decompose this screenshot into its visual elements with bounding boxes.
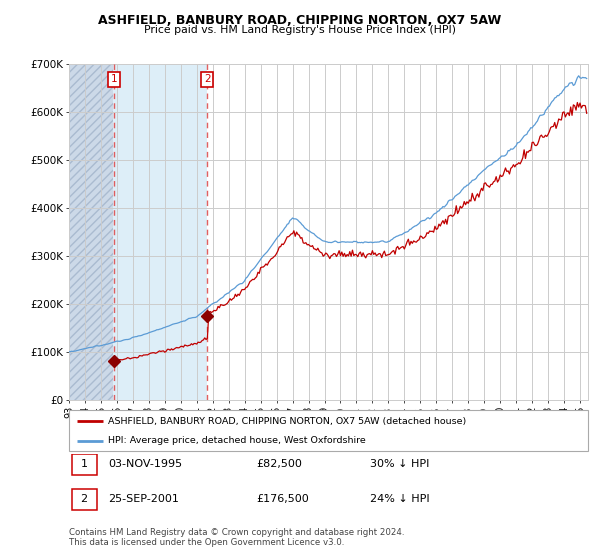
Text: 2: 2 [204,74,211,85]
Text: 30% ↓ HPI: 30% ↓ HPI [370,459,430,469]
Text: £176,500: £176,500 [256,494,308,504]
Text: 03-NOV-1995: 03-NOV-1995 [108,459,182,469]
Text: £82,500: £82,500 [256,459,302,469]
Text: 1: 1 [111,74,118,85]
Text: Contains HM Land Registry data © Crown copyright and database right 2024.
This d: Contains HM Land Registry data © Crown c… [69,528,404,547]
Text: 24% ↓ HPI: 24% ↓ HPI [370,494,430,504]
FancyBboxPatch shape [71,454,97,475]
Text: ASHFIELD, BANBURY ROAD, CHIPPING NORTON, OX7 5AW: ASHFIELD, BANBURY ROAD, CHIPPING NORTON,… [98,14,502,27]
Text: 1: 1 [80,459,88,469]
FancyBboxPatch shape [69,410,588,451]
Bar [69,64,113,400]
Text: 2: 2 [80,494,88,504]
Bar [208,64,596,400]
FancyBboxPatch shape [71,488,97,510]
Text: Price paid vs. HM Land Registry's House Price Index (HPI): Price paid vs. HM Land Registry's House … [144,25,456,35]
Text: ASHFIELD, BANBURY ROAD, CHIPPING NORTON, OX7 5AW (detached house): ASHFIELD, BANBURY ROAD, CHIPPING NORTON,… [108,417,466,426]
Bar [113,64,208,400]
Text: 25-SEP-2001: 25-SEP-2001 [108,494,179,504]
Text: HPI: Average price, detached house, West Oxfordshire: HPI: Average price, detached house, West… [108,436,365,445]
